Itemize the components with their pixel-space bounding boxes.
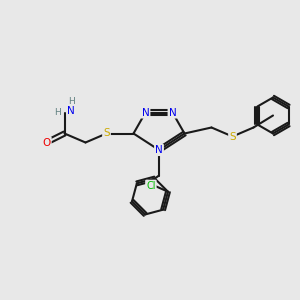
Text: H: H [68,98,74,106]
Text: S: S [229,131,236,142]
Text: O: O [42,137,51,148]
Text: N: N [169,107,176,118]
Text: N: N [155,145,163,155]
Text: Cl: Cl [146,181,156,191]
Text: N: N [67,106,75,116]
Text: H: H [55,108,61,117]
Text: N: N [142,107,149,118]
Text: S: S [103,128,110,139]
